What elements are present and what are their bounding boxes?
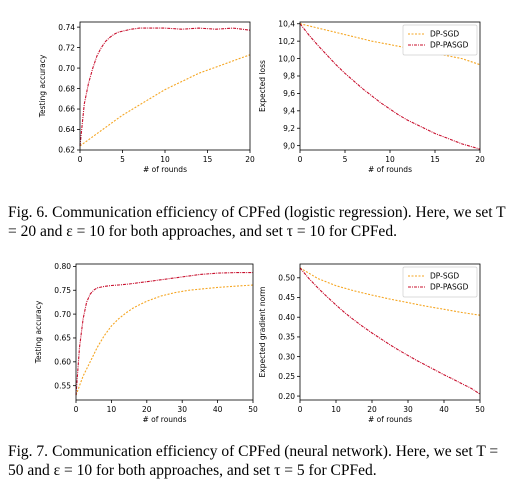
chart1-ytick-label-5: 10,0 [278, 54, 295, 63]
chart3-ylabel: Expected gradient norm [258, 287, 267, 378]
figure-6-caption-text: Communication efficiency of CPFed (logis… [8, 204, 506, 240]
chart1-xtick-label-0: 0 [298, 155, 303, 164]
chart0-xtick-label-5: 5 [120, 155, 125, 164]
chart2-xtick-label-20: 20 [142, 405, 152, 414]
chart0-xtick-label-20: 20 [245, 155, 255, 164]
chart2-xtick-label-0: 0 [74, 405, 79, 414]
figure-7-label: Fig. 7. [8, 443, 49, 460]
chart3-ytick-label-6: 0.50 [278, 273, 295, 282]
chart1-xtick-label-5: 5 [343, 155, 348, 164]
chart0-xlabel: # of rounds [143, 165, 187, 174]
chart0-ytick-label-0: 0.62 [58, 146, 75, 155]
chart0-series-sgd [79, 54, 251, 147]
chart-logistic-accuracy: 0 5 10 15 20 0.62 0.64 0.66 0.68 0.70 0.72 0.74 # of… [38, 21, 255, 174]
chart2-ytick-label-5: 0.80 [54, 262, 71, 271]
chart0-ytick-label-6: 0.74 [58, 23, 75, 32]
chart0-ytick-label-2: 0.66 [58, 105, 75, 114]
chart3-xtick-label-50: 50 [475, 405, 485, 414]
figure-7-caption: Fig. 7. Communication efficiency of CPFed… [8, 442, 514, 480]
chart1-series-pasgd [299, 23, 481, 150]
chart1-legend-label-dp-pasgd: DP-PASGD [430, 41, 469, 50]
chart-nn-gradient-norm: 0 10 20 30 40 50 0.20 0.25 0.30 0.35 0.40 0.45 0.50 #… [258, 263, 485, 424]
chart3-xtick-label-20: 20 [367, 405, 377, 414]
chart2-plot-frame [75, 263, 254, 401]
chart3-xtick-label-10: 10 [331, 405, 341, 414]
chart2-ytick-label-0: 0.55 [54, 381, 71, 390]
chart0-ylabel: Testing accuracy [38, 54, 47, 118]
chart1-ytick-label-7: 10,4 [278, 19, 295, 28]
chart3-ytick-label-1: 0.25 [278, 372, 295, 381]
chart0-xtick-label-15: 15 [203, 155, 213, 164]
chart1-legend: DP-SGD DP-PASGD [402, 24, 478, 56]
chart2-xtick-label-50: 50 [248, 405, 258, 414]
chart3-legend: DP-SGD DP-PASGD [402, 266, 478, 298]
chart1-ytick-label-6: 10,2 [278, 37, 295, 46]
chart1-legend-label-dp-sgd: DP-SGD [430, 30, 459, 39]
chart3-series-pasgd [299, 267, 481, 395]
chart3-ytick-label-2: 0.30 [278, 352, 295, 361]
chart-nn-accuracy: 0 10 20 30 40 50 0.55 0.60 0.65 0.70 0.75 0.80 # of … [34, 262, 258, 424]
chart1-legend-box [402, 24, 478, 56]
chart2-series-sgd [75, 284, 254, 396]
chart1-ytick-label-2: 9,4 [283, 107, 295, 116]
chart1-ytick-label-1: 9,2 [283, 124, 295, 133]
chart1-ytick-label-3: 9,6 [283, 89, 295, 98]
chart3-xtick-label-30: 30 [403, 405, 413, 414]
chart1-xtick-label-20: 20 [475, 155, 485, 164]
chart-logistic-loss: 0 5 10 15 20 9,0 9,2 9,4 9,6 9,8 10,0 10,2 10,4 # of … [258, 19, 485, 174]
chart1-series-sgd [299, 23, 481, 66]
chart3-ytick-label-0: 0.20 [278, 392, 295, 401]
chart3-legend-box [402, 266, 478, 298]
chart3-ytick-label-5: 0.45 [278, 293, 295, 302]
figure-6-label: Fig. 6. [8, 204, 49, 221]
chart0-series-pasgd [79, 27, 251, 146]
figure-6: 0 5 10 15 20 0.62 0.64 0.66 0.68 0.70 0.72 0.74 # of… [38, 19, 485, 174]
chart3-plot-frame [299, 263, 481, 401]
chart0-ytick-label-5: 0.72 [58, 43, 75, 52]
chart3-ytick-label-3: 0.35 [278, 333, 295, 342]
chart3-xtick-label-0: 0 [298, 405, 303, 414]
chart1-xtick-label-10: 10 [385, 155, 395, 164]
chart1-ytick-label-0: 9,0 [283, 141, 295, 150]
chart2-xtick-label-40: 40 [213, 405, 223, 414]
chart0-ytick-label-3: 0.68 [58, 84, 75, 93]
chart0-xtick-label-10: 10 [160, 155, 170, 164]
chart3-xlabel: # of rounds [368, 415, 412, 424]
figure-7-caption-text: Communication efficiency of CPFed (neura… [8, 443, 499, 479]
chart2-ylabel: Testing accuracy [34, 300, 43, 364]
chart1-xlabel: # of rounds [368, 165, 412, 174]
chart3-series-sgd [299, 267, 481, 316]
chart2-series-pasgd [75, 272, 253, 396]
chart3-legend-label-dp-sgd: DP-SGD [430, 272, 459, 281]
chart3-xtick-label-40: 40 [439, 405, 449, 414]
chart2-xtick-label-30: 30 [177, 405, 187, 414]
figure-6-caption: Fig. 6. Communication efficiency of CPFed… [8, 203, 514, 241]
figure-7: 0 10 20 30 40 50 0.55 0.60 0.65 0.70 0.75 0.80 # of … [34, 262, 485, 424]
chart1-xtick-label-15: 15 [430, 155, 440, 164]
chart2-ytick-label-3: 0.70 [54, 310, 71, 319]
chart0-ytick-label-1: 0.64 [58, 125, 75, 134]
chart2-xtick-label-10: 10 [107, 405, 117, 414]
chart0-xtick-label-0: 0 [78, 155, 83, 164]
chart2-ytick-label-2: 0.65 [54, 334, 71, 343]
chart2-ytick-label-1: 0.60 [54, 358, 71, 367]
chart3-legend-label-dp-pasgd: DP-PASGD [430, 283, 469, 292]
chart1-ytick-label-4: 9,8 [283, 72, 295, 81]
chart2-xlabel: # of rounds [143, 415, 187, 424]
chart2-ytick-label-4: 0.75 [54, 286, 71, 295]
chart1-ylabel: Expected loss [258, 60, 267, 112]
chart0-ytick-label-4: 0.70 [58, 64, 75, 73]
chart3-ytick-label-4: 0.40 [278, 313, 295, 322]
